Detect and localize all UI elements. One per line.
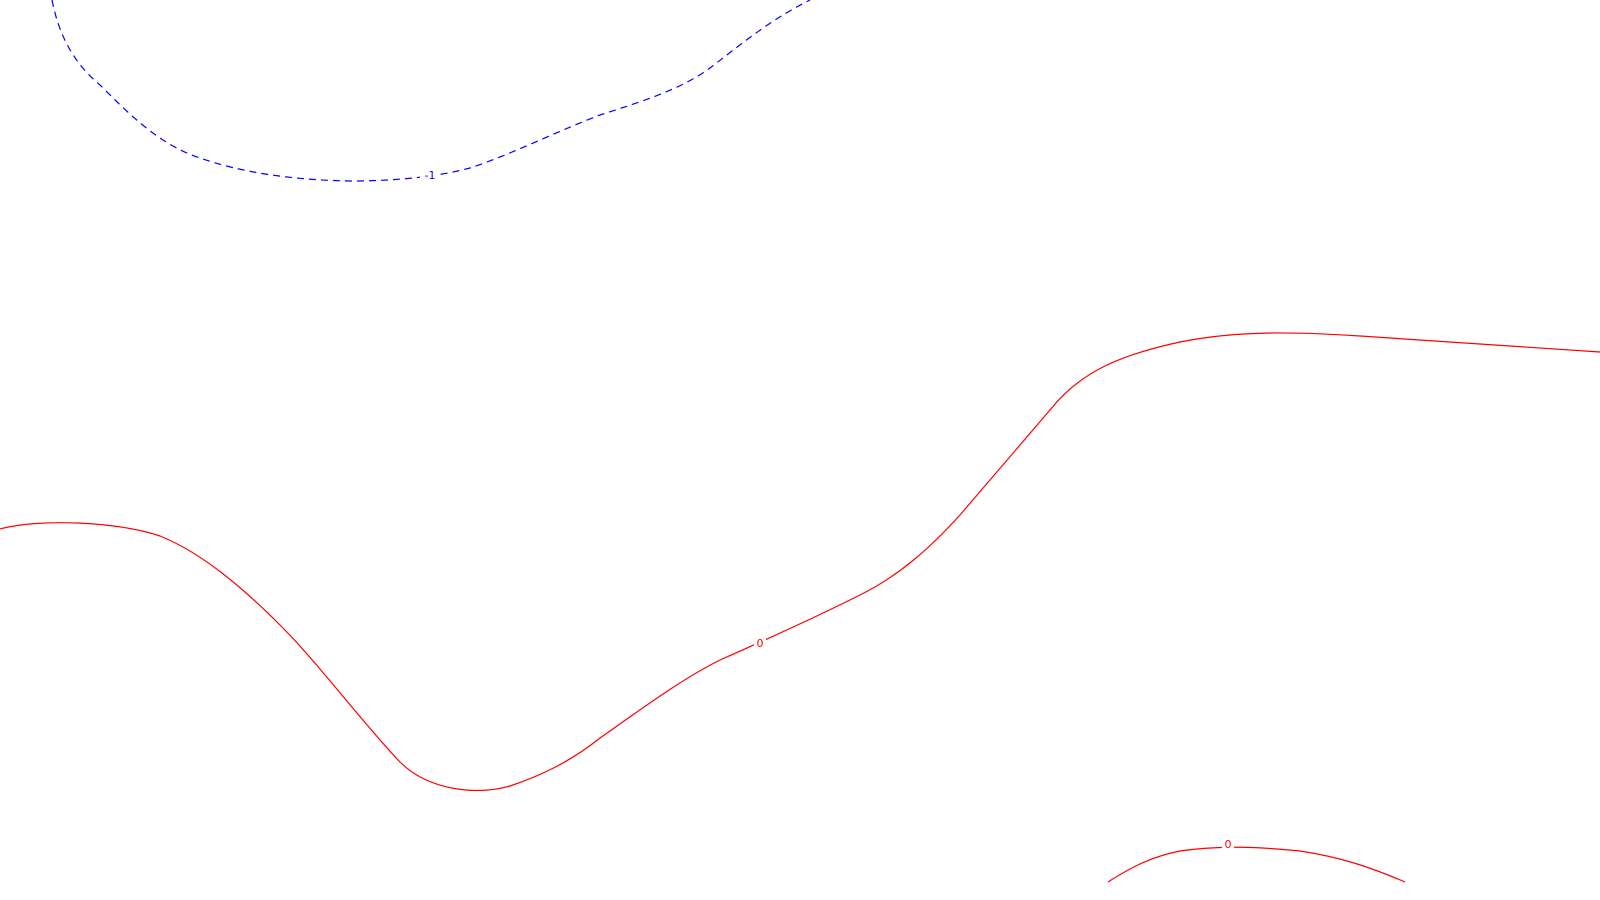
contour-line-zero-bottom-label: 0 [1225,838,1232,851]
contour-line-minus1-label: -1 [425,169,436,182]
contour-line-minus1-label-backing [420,170,440,181]
contour-line-zero-bottom-label-backing [1222,839,1234,850]
contour-labels: -1 0 0 [420,169,1234,851]
contour-line-zero-main-label-backing [754,638,766,649]
contour-line-zero-main-label: 0 [757,637,764,650]
contour-line-zero-main [0,332,1600,792]
contour-line-minus1 [51,0,811,182]
contour-line-zero-bottom [1107,846,1406,883]
